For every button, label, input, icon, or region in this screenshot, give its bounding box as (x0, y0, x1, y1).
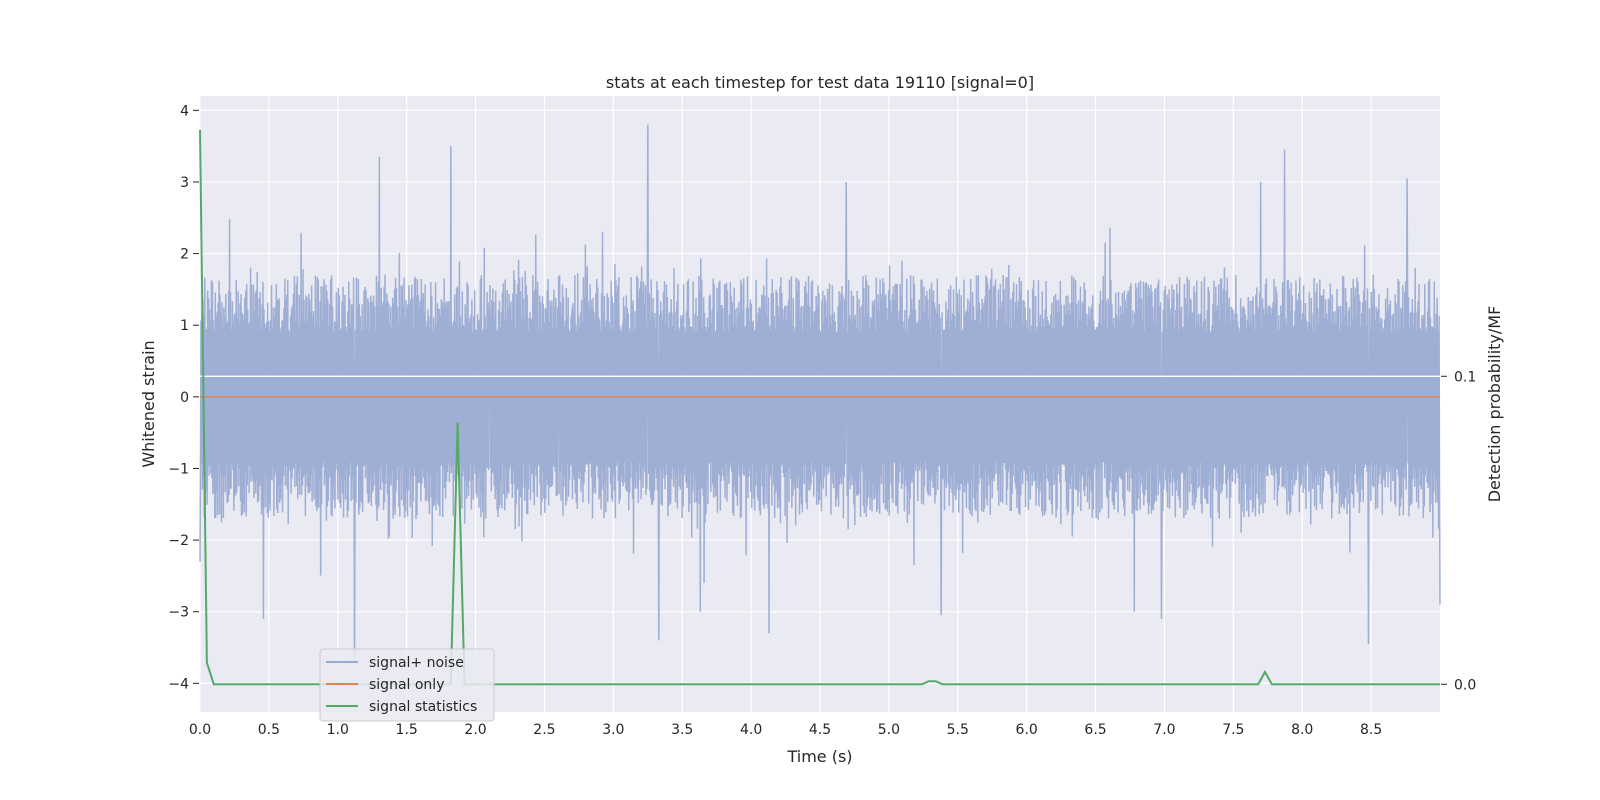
x-tick-label: 6.0 (1016, 722, 1038, 738)
x-tick-label: 4.5 (809, 722, 831, 738)
y-tick-label: 0 (180, 390, 189, 406)
y2-tick-label: 0.1 (1454, 369, 1476, 385)
series-line-signal-statistics (199, 129, 1440, 686)
x-tick-label: 8.0 (1291, 722, 1313, 738)
x-axis-label: Time (s) (786, 747, 852, 766)
y-tick-label: 1 (180, 318, 189, 334)
x-tick-label: 2.0 (464, 722, 486, 738)
chart-title: stats at each timestep for test data 191… (606, 73, 1034, 92)
x-tick-label: 1.5 (396, 722, 418, 738)
y-axis-label: Whitened strain (139, 340, 158, 467)
x-tick-label: 5.5 (947, 722, 969, 738)
y-tick-label: −2 (168, 533, 189, 549)
y-tick-label: 4 (180, 103, 189, 119)
y-tick-label: −4 (168, 676, 189, 692)
noise-layer (199, 124, 1441, 662)
y-tick-label: −1 (168, 461, 189, 477)
x-tick-label: 4.0 (740, 722, 762, 738)
legend-label-signal-noise: signal+ noise (369, 655, 464, 671)
x-tick-label: 5.0 (878, 722, 900, 738)
y-tick-label: 3 (180, 175, 189, 191)
legend-label-signal-only: signal only (369, 677, 444, 693)
x-tick-label: 1.0 (327, 722, 349, 738)
x-tick-label: 3.5 (671, 722, 693, 738)
y-tick-label: 2 (180, 247, 189, 263)
x-tick-label: 2.5 (533, 722, 555, 738)
x-tick-label: 6.5 (1084, 722, 1106, 738)
series-line-signal-noise (199, 124, 1441, 662)
y2-axis-label: Detection probability/MF (1485, 306, 1504, 503)
legend: signal+ noise signal only signal statist… (319, 648, 495, 722)
x-tick-label: 3.0 (602, 722, 624, 738)
axes-layer: 0.0 0.5 1.0 1.5 2.0 2.5 3.0 3.5 4.0 4.5 5.0 5.5 6.0 6… (168, 103, 1476, 738)
x-tick-label: 8.5 (1360, 722, 1382, 738)
y2-tick-label: 0.0 (1454, 677, 1476, 693)
y-tick-label: −3 (168, 605, 189, 621)
x-tick-label: 7.0 (1153, 722, 1175, 738)
series-layer (199, 129, 1440, 686)
x-tick-label: 7.5 (1222, 722, 1244, 738)
x-tick-label: 0.5 (258, 722, 280, 738)
legend-label-signal-statistics: signal statistics (369, 699, 477, 715)
legend-box (319, 648, 495, 722)
x-tick-label: 0.0 (189, 722, 211, 738)
